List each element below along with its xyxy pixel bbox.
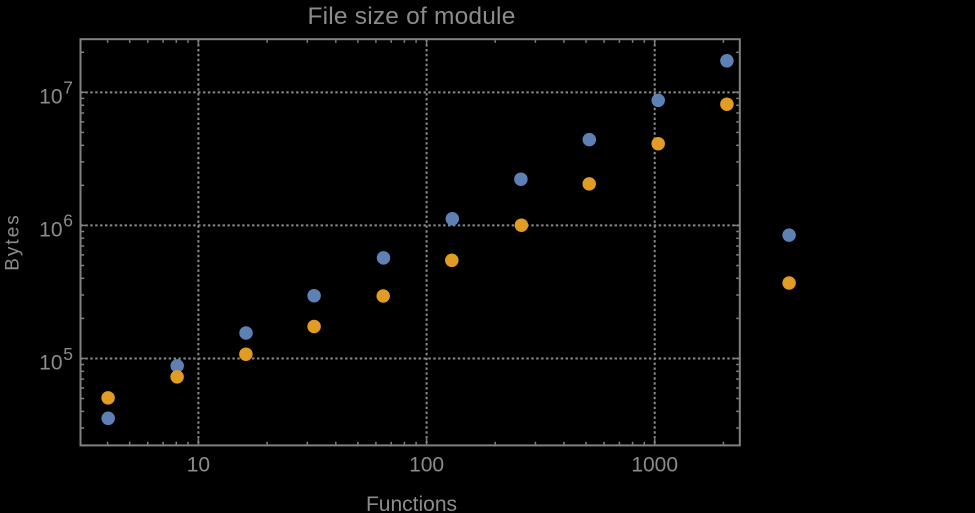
- svg-text:10: 10: [39, 85, 62, 108]
- svg-text:10: 10: [39, 352, 62, 375]
- svg-text:Bytes: Bytes: [3, 213, 24, 271]
- svg-text:10: 10: [39, 218, 62, 241]
- svg-text:1000: 1000: [631, 454, 678, 477]
- svg-text:File size of module: File size of module: [307, 3, 515, 30]
- svg-text:5: 5: [63, 344, 73, 364]
- svg-text:10: 10: [187, 454, 210, 477]
- svg-text:6: 6: [63, 211, 73, 231]
- svg-text:Functions: Functions: [366, 493, 457, 513]
- svg-text:100: 100: [409, 454, 444, 477]
- svg-text:7: 7: [63, 78, 73, 98]
